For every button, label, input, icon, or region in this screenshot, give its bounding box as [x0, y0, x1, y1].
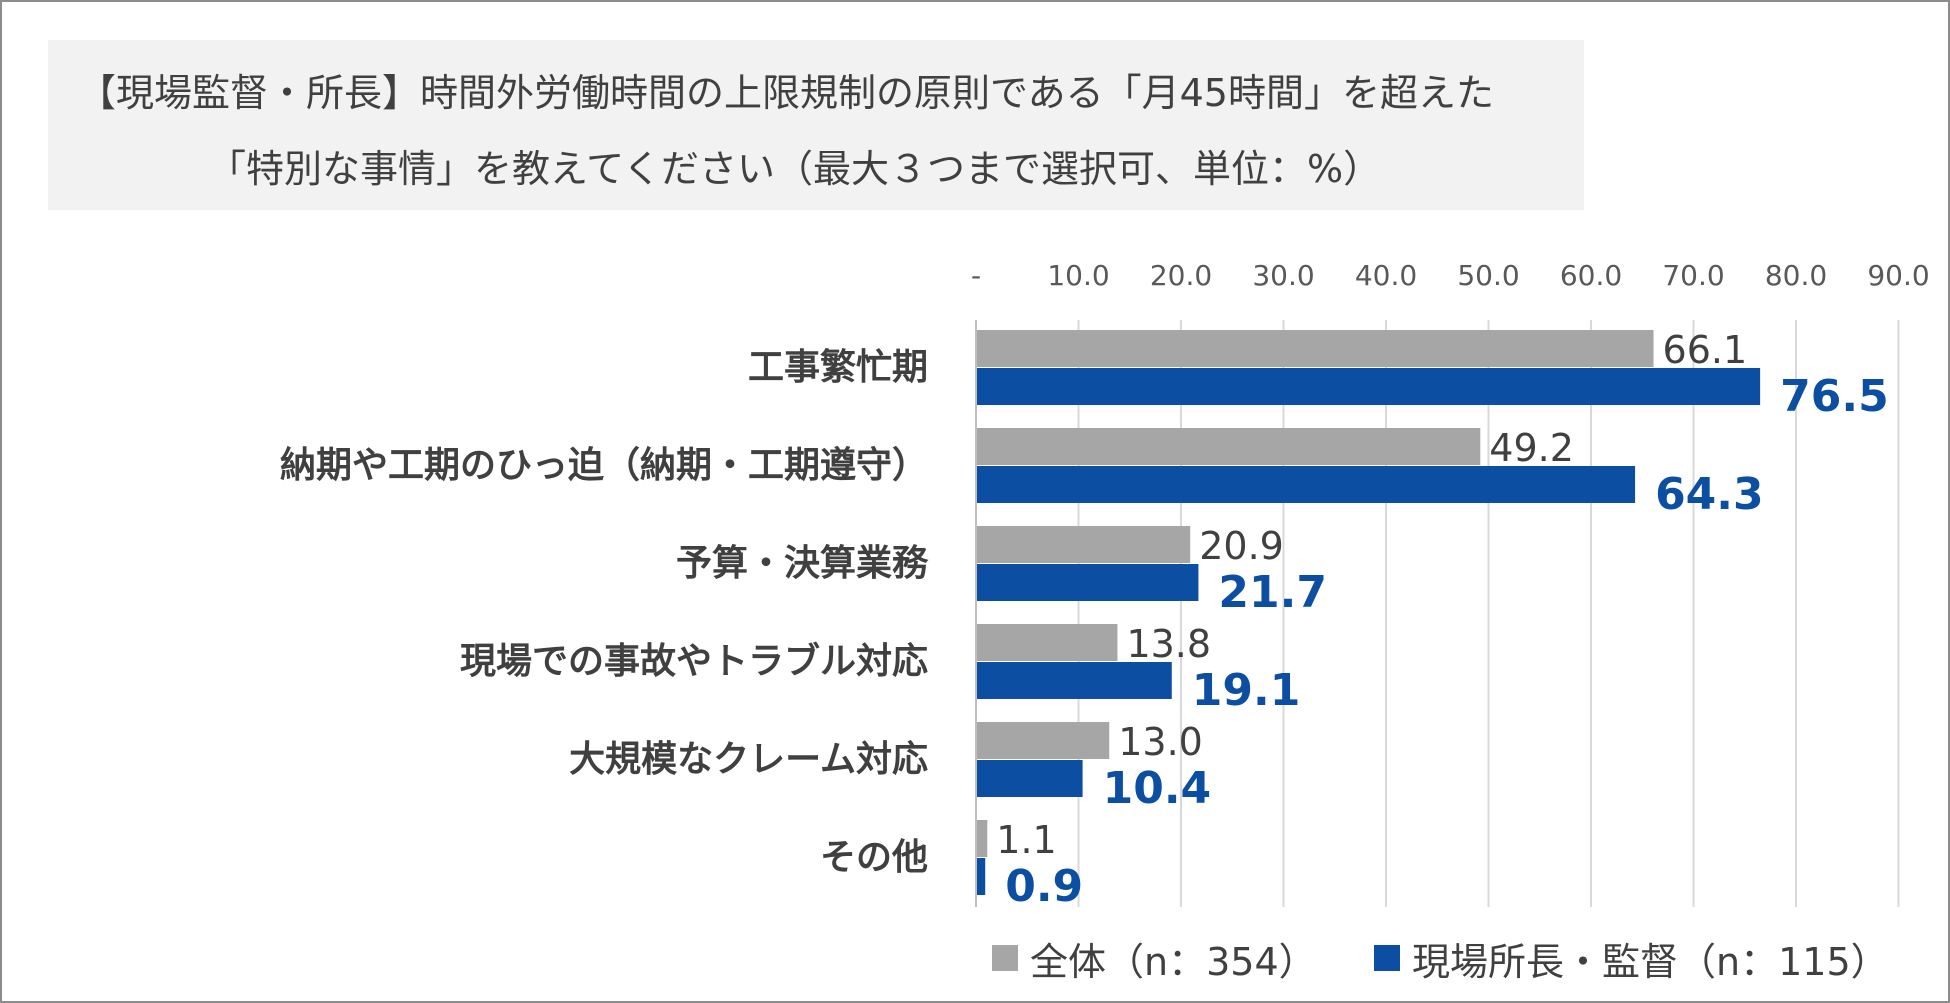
bar-site-manager: [976, 858, 986, 895]
data-label-total: 20.9: [1199, 524, 1284, 568]
bar-site-manager: [976, 564, 1199, 601]
legend-swatch-total: [992, 945, 1018, 971]
x-tick-label: 90.0: [1867, 259, 1929, 292]
chart-title-box: 【現場監督・所長】時間外労働時間の上限規制の原則である「月45時間」を超えた 「…: [48, 40, 1584, 210]
bar-site-manager: [976, 662, 1172, 699]
category-label: 現場での事故やトラブル対応: [460, 640, 928, 682]
bar-total: [976, 330, 1654, 367]
bar-site-manager: [976, 760, 1083, 797]
x-tick-label: 30.0: [1252, 259, 1314, 292]
bar-total: [976, 820, 988, 857]
x-tick-label: 70.0: [1662, 259, 1724, 292]
bar-total: [976, 722, 1110, 759]
data-label-site-manager: 76.5: [1780, 371, 1889, 422]
data-label-site-manager: 0.9: [1005, 861, 1083, 912]
x-tick-label: 40.0: [1355, 259, 1417, 292]
x-tick-label: 60.0: [1560, 259, 1622, 292]
x-tick-label: 50.0: [1457, 259, 1519, 292]
data-label-site-manager: 64.3: [1655, 469, 1764, 520]
bar-site-manager: [976, 368, 1761, 405]
data-label-site-manager: 19.1: [1192, 665, 1301, 716]
data-label-site-manager: 21.7: [1218, 567, 1327, 618]
bar-total: [976, 624, 1118, 661]
data-label-site-manager: 10.4: [1103, 763, 1212, 814]
legend-swatch-site-manager: [1374, 945, 1400, 971]
x-tick-label: 20.0: [1150, 259, 1212, 292]
data-label-total: 66.1: [1663, 328, 1748, 372]
x-tick-label: 10.0: [1047, 259, 1109, 292]
category-label: 納期や工期のひっ迫（納期・工期遵守）: [280, 445, 928, 486]
x-tick-label: -: [971, 259, 981, 292]
data-label-total: 13.0: [1118, 720, 1203, 764]
category-label: 大規模なクレーム対応: [569, 739, 928, 780]
chart-title-line-1: 【現場監督・所長】時間外労働時間の上限規制の原則である「月45時間」を超えた: [78, 71, 1494, 115]
data-label-total: 13.8: [1126, 622, 1211, 666]
bar-total: [976, 428, 1481, 465]
legend-label-total: 全体（n：354）: [1030, 940, 1317, 984]
bar-site-manager: [976, 466, 1636, 503]
data-label-total: 49.2: [1489, 426, 1574, 470]
category-label: 予算・決算業務: [676, 543, 929, 584]
legend-label-site-manager: 現場所長・監督（n：115）: [1412, 940, 1889, 984]
data-label-total: 1.1: [996, 818, 1056, 862]
chart-title-line-2: 「特別な事情」を教えてください（最大３つまで選択可、単位：%）: [208, 147, 1382, 191]
category-label: その他: [820, 837, 928, 878]
bar-total: [976, 526, 1191, 563]
category-label: 工事繁忙期: [748, 347, 928, 388]
x-tick-label: 80.0: [1765, 259, 1827, 292]
